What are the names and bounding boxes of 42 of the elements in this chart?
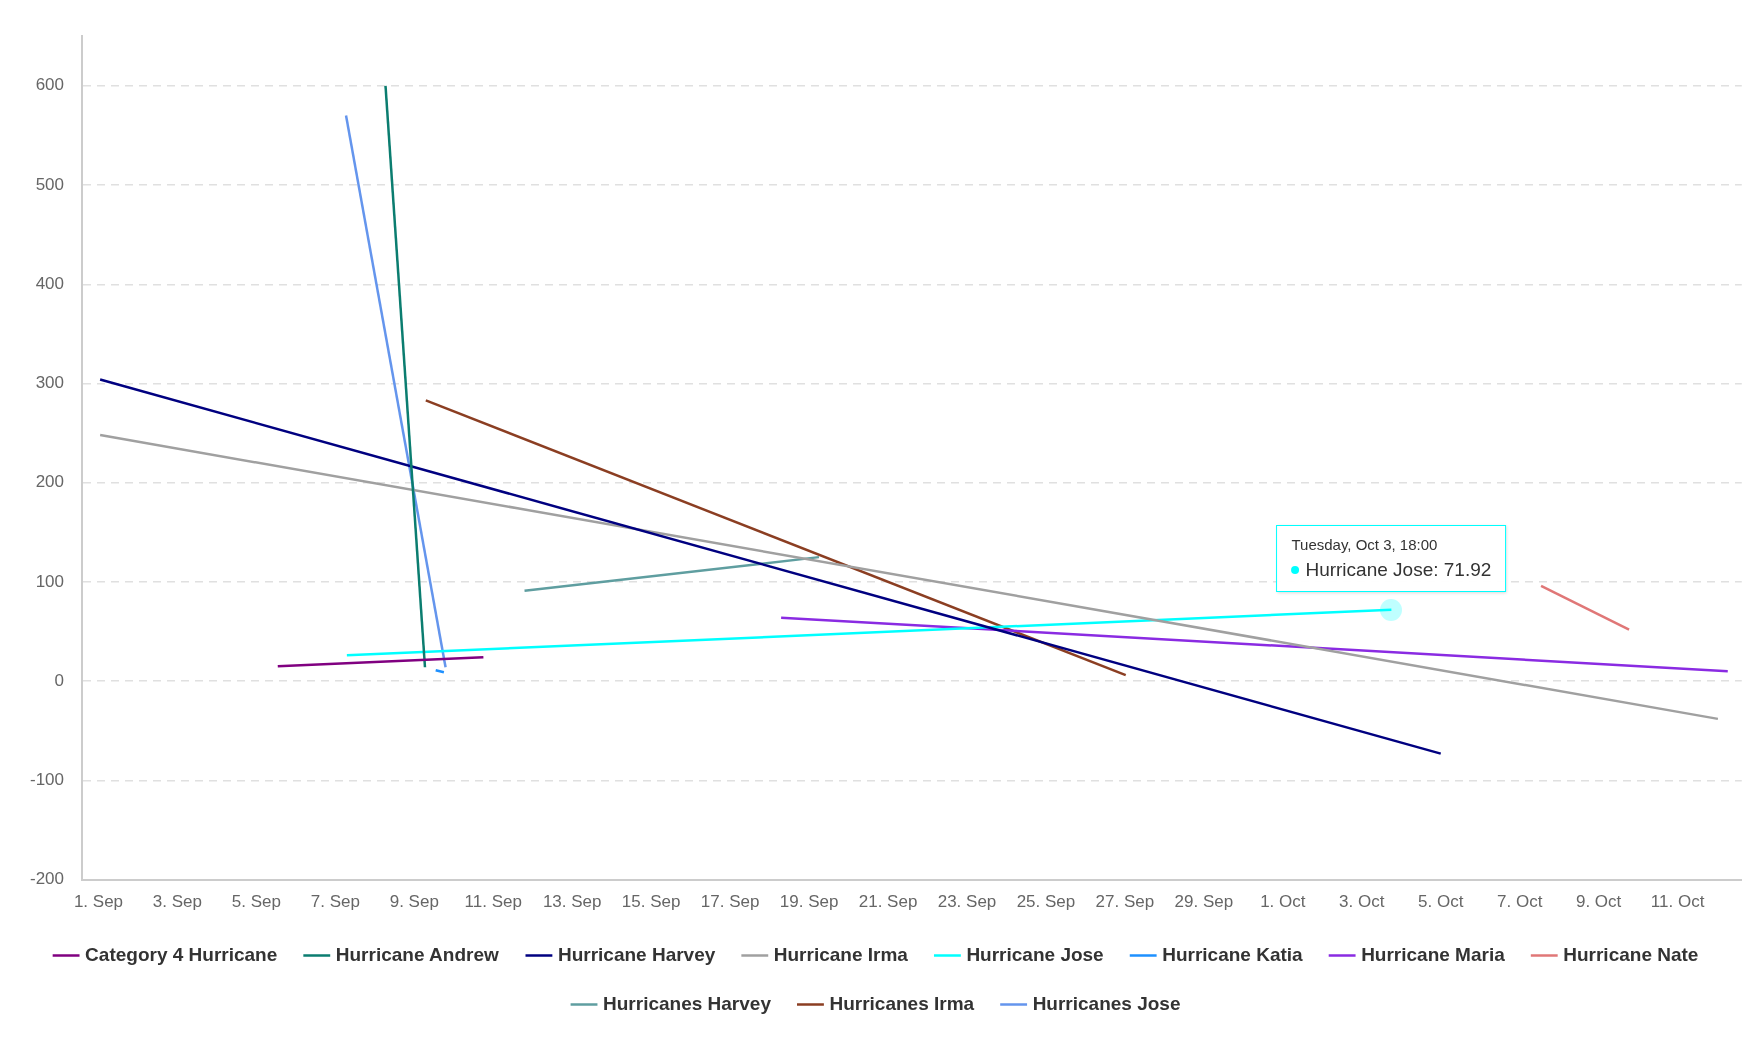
x-tick-label: 11. Sep — [464, 892, 522, 912]
x-tick-label: 13. Sep — [542, 892, 602, 912]
legend-label: Hurricanes Irma — [829, 992, 975, 1014]
x-tick-label: 17. Sep — [700, 892, 760, 912]
y-tick-label: 500 — [35, 174, 65, 194]
x-tick-label: 7. Oct — [1497, 892, 1543, 912]
y-tick-label: 300 — [35, 373, 65, 393]
x-tick-label: 1. Sep — [73, 892, 124, 912]
x-tick-label: 29. Sep — [1174, 892, 1234, 912]
x-tick-label: 25. Sep — [1016, 892, 1076, 912]
x-tick-label: 5. Sep — [231, 892, 281, 912]
y-tick-label: 400 — [35, 273, 65, 293]
x-tick-label: 19. Sep — [779, 892, 839, 912]
x-tick-label: 27. Sep — [1095, 892, 1155, 912]
legend-label: Hurricane Andrew — [335, 943, 499, 965]
x-tick-label: 5. Oct — [1418, 892, 1464, 912]
x-tick-label: 23. Sep — [937, 892, 997, 912]
legend-label: Hurricane Maria — [1361, 943, 1506, 965]
legend-label: Hurricanes Harvey — [603, 992, 772, 1014]
y-tick-label: 100 — [35, 571, 65, 591]
x-tick-label: 3. Oct — [1339, 892, 1385, 912]
legend-label: Hurricane Nate — [1563, 943, 1699, 965]
x-tick-label: 21. Sep — [858, 892, 918, 912]
legend-label: Hurricane Katia — [1162, 943, 1304, 965]
x-tick-label: 7. Sep — [310, 892, 360, 912]
x-tick-label: 3. Sep — [152, 892, 203, 912]
x-tick-label: 9. Sep — [389, 892, 439, 912]
legend-label: Hurricane Jose — [966, 943, 1104, 965]
x-tick-label: 9. Oct — [1575, 892, 1622, 912]
y-tick-label: 200 — [35, 472, 65, 492]
legend-label: Hurricane Harvey — [557, 943, 716, 965]
y-tick-label: 0 — [54, 670, 65, 690]
y-tick-label: -100 — [29, 770, 65, 790]
legend-label: Category 4 Hurricane — [85, 943, 278, 965]
legend-label: Hurricanes Jose — [1032, 992, 1181, 1014]
legend-label: Hurricane Irma — [773, 943, 909, 965]
x-tick-label: 1. Oct — [1260, 892, 1306, 912]
annotation: Tuesday, Oct 3, 18:00 Hurricane Jose: 71.92 — [1291, 535, 1492, 581]
y-tick-label: 600 — [35, 75, 65, 95]
x-tick-label: 15. Sep — [621, 892, 681, 912]
x-tick-label: 11. Oct — [1650, 892, 1705, 912]
y-tick-label: -200 — [29, 869, 65, 889]
